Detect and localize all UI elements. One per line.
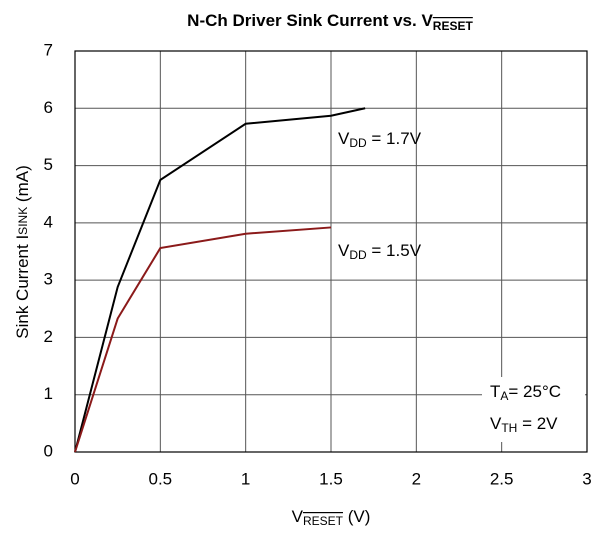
plot-frame — [74, 50, 588, 453]
x-tick-label: 0.5 — [149, 469, 173, 488]
chart-title: N-Ch Driver Sink Current vs. VRESET — [187, 11, 473, 33]
x-axis-label-part: (V) — [343, 507, 370, 526]
x-axis-label-part: RESET — [303, 514, 344, 528]
y-axis-label-part: SINK — [16, 207, 30, 235]
y-tick-label: 0 — [44, 441, 53, 460]
y-tick-label: 3 — [44, 270, 53, 289]
y-tick-label: 2 — [44, 327, 53, 346]
series-label-part: = 1.7V — [367, 129, 422, 148]
annotation: VTH = 2V — [490, 414, 558, 435]
series-line — [74, 226, 332, 453]
series-label-part: DD — [349, 248, 367, 262]
series-label-part: DD — [349, 136, 367, 150]
x-tick-label: 3 — [582, 469, 591, 488]
annotation-part: A — [500, 389, 508, 403]
series-label-part: V — [338, 241, 350, 260]
y-tick-label: 7 — [44, 40, 53, 59]
x-tick-label: 1 — [241, 469, 250, 488]
x-axis-label: VRESET (V) — [292, 507, 371, 528]
x-tick-label: 0 — [70, 469, 79, 488]
series-label: VDD = 1.5V — [338, 241, 422, 262]
annotation-part: V — [490, 414, 502, 433]
annotation-background — [482, 377, 585, 442]
series-label: VDD = 1.7V — [338, 129, 422, 150]
x-axis-label-part: V — [292, 507, 304, 526]
y-axis-label: Sink Current ISINK (mA) — [13, 165, 32, 339]
y-axis-label-part: (mA) — [13, 165, 32, 207]
y-axis-label-part: Sink Current I — [13, 235, 32, 339]
annotation: TA= 25°C — [490, 382, 561, 403]
x-tick-label: 2 — [412, 469, 421, 488]
annotation-part: = 25°C — [508, 382, 561, 401]
x-tick-label: 2.5 — [490, 469, 514, 488]
y-tick-label: 1 — [44, 384, 53, 403]
x-tick-label: 1.5 — [319, 469, 343, 488]
series-label-part: V — [338, 129, 350, 148]
y-tick-label: 4 — [44, 212, 53, 231]
y-tick-label: 6 — [44, 98, 53, 117]
chart-title-part: RESET — [433, 19, 474, 33]
annotation-part: T — [490, 382, 500, 401]
annotation-part: = 2V — [517, 414, 558, 433]
annotation-part: TH — [501, 421, 517, 435]
series-label-part: = 1.5V — [367, 241, 422, 260]
y-tick-label: 5 — [44, 155, 53, 174]
series-line — [74, 107, 366, 453]
chart-title-part: N-Ch Driver Sink Current vs. V — [187, 11, 433, 30]
